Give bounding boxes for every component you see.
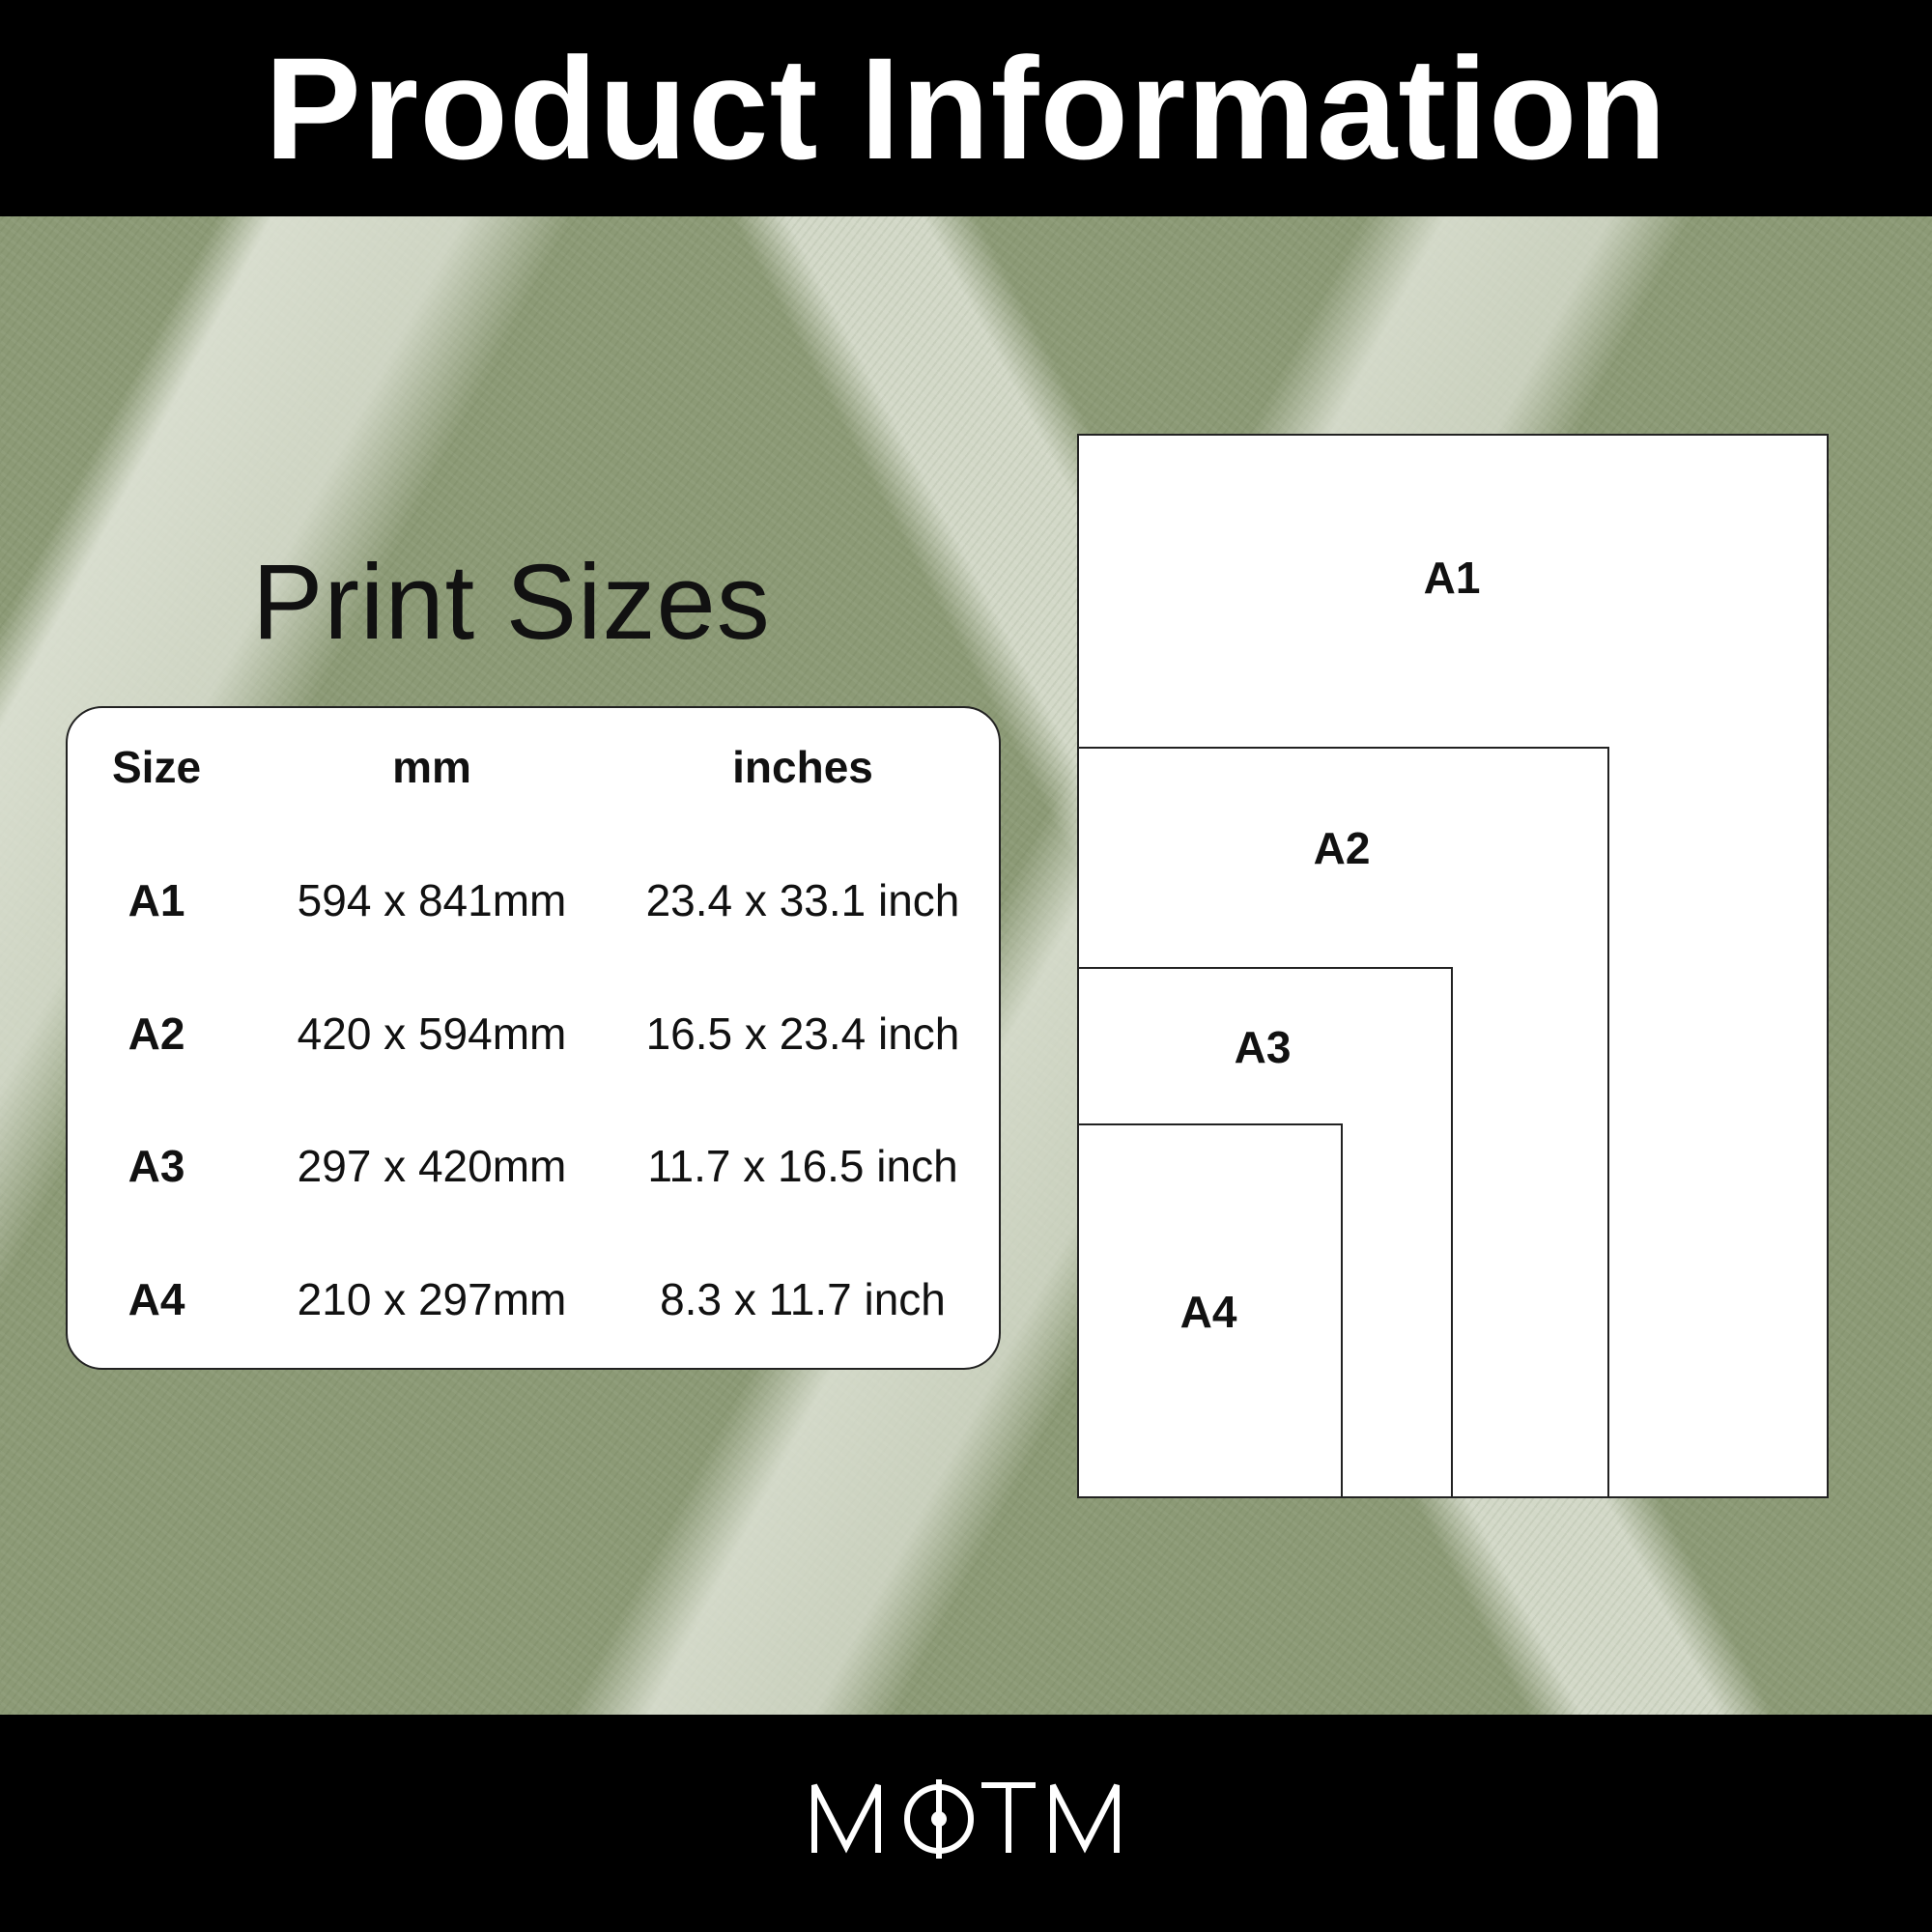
row-size: A3 [128,1141,185,1191]
header-inches: inches [732,742,873,792]
a4-label: A4 [1179,1287,1237,1337]
page-title: Product Information [264,26,1668,189]
size-table: Size mm inches A1 594 x 841mm 23.4 x 33.… [66,706,1001,1370]
row-mm: 594 x 841mm [297,875,567,925]
row-inches: 8.3 x 11.7 inch [660,1274,946,1324]
row-inches: 11.7 x 16.5 inch [647,1141,958,1191]
motm-logo [811,1779,1120,1859]
header-mm: mm [392,742,471,792]
a2-label: A2 [1313,823,1371,873]
header-size: Size [111,742,202,792]
row-mm: 210 x 297mm [297,1274,567,1324]
a3-label: A3 [1234,1022,1292,1072]
header-bar: Product Information [0,0,1932,216]
a1-label: A1 [1423,553,1481,603]
row-inches: 23.4 x 33.1 inch [645,875,960,925]
footer-bar [0,1715,1932,1932]
section-title: Print Sizes [252,543,771,662]
row-mm: 420 x 594mm [297,1009,567,1059]
row-size: A2 [128,1009,185,1059]
a4-rect [1077,1123,1343,1498]
row-size: A1 [128,875,185,925]
row-inches: 16.5 x 23.4 inch [645,1009,960,1059]
row-size: A4 [128,1274,185,1324]
row-mm: 297 x 420mm [297,1141,567,1191]
